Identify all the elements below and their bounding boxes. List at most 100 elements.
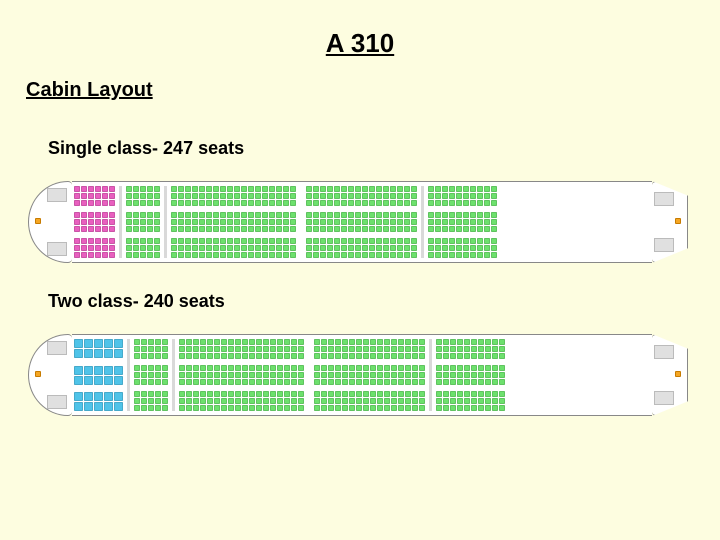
seat bbox=[376, 212, 382, 218]
seat bbox=[356, 339, 362, 345]
seat bbox=[141, 379, 147, 385]
seat bbox=[248, 219, 254, 225]
seat bbox=[242, 339, 248, 345]
seat bbox=[450, 346, 456, 352]
seat bbox=[255, 226, 261, 232]
seat bbox=[362, 226, 368, 232]
seat bbox=[207, 398, 213, 404]
seat bbox=[162, 398, 168, 404]
seat bbox=[263, 379, 269, 385]
seat bbox=[491, 193, 497, 199]
seat-column bbox=[84, 339, 93, 411]
seat bbox=[214, 398, 220, 404]
seat bbox=[284, 339, 290, 345]
seat-column bbox=[436, 339, 442, 411]
seat-column bbox=[464, 339, 470, 411]
seat-column bbox=[95, 186, 101, 258]
seat bbox=[291, 379, 297, 385]
seat bbox=[126, 219, 132, 225]
seat bbox=[477, 245, 483, 251]
seat bbox=[102, 212, 108, 218]
seat-column bbox=[242, 339, 248, 411]
seat bbox=[419, 405, 425, 411]
seat bbox=[102, 226, 108, 232]
seat bbox=[314, 391, 320, 397]
seat bbox=[492, 391, 498, 397]
seat bbox=[220, 200, 226, 206]
seat bbox=[74, 252, 80, 258]
seat bbox=[362, 212, 368, 218]
seat bbox=[398, 398, 404, 404]
seat bbox=[262, 186, 268, 192]
seat-column bbox=[397, 186, 403, 258]
seat bbox=[186, 346, 192, 352]
seat bbox=[171, 245, 177, 251]
seat bbox=[200, 339, 206, 345]
seat bbox=[126, 238, 132, 244]
seat bbox=[199, 200, 205, 206]
seat bbox=[398, 346, 404, 352]
seat bbox=[335, 405, 341, 411]
seat bbox=[162, 379, 168, 385]
seat bbox=[349, 353, 355, 359]
seat bbox=[277, 346, 283, 352]
seat bbox=[405, 391, 411, 397]
seat bbox=[178, 238, 184, 244]
seat bbox=[263, 353, 269, 359]
seat bbox=[457, 372, 463, 378]
seat bbox=[242, 398, 248, 404]
seat bbox=[227, 226, 233, 232]
seat bbox=[327, 238, 333, 244]
seat bbox=[384, 405, 390, 411]
seat bbox=[276, 252, 282, 258]
seat bbox=[200, 405, 206, 411]
seat-column bbox=[320, 186, 326, 258]
seat bbox=[154, 226, 160, 232]
seat bbox=[428, 219, 434, 225]
seat bbox=[327, 245, 333, 251]
seat bbox=[178, 186, 184, 192]
seat bbox=[88, 212, 94, 218]
seat bbox=[341, 245, 347, 251]
seat bbox=[179, 372, 185, 378]
seat-column bbox=[376, 186, 382, 258]
seat bbox=[95, 212, 101, 218]
seat-column bbox=[94, 339, 103, 411]
seat bbox=[412, 405, 418, 411]
seat bbox=[220, 226, 226, 232]
seat bbox=[348, 245, 354, 251]
seat bbox=[74, 366, 83, 375]
seat bbox=[463, 238, 469, 244]
seat bbox=[214, 365, 220, 371]
seat-section bbox=[171, 186, 296, 258]
seat bbox=[499, 405, 505, 411]
seat bbox=[342, 365, 348, 371]
seat bbox=[412, 339, 418, 345]
seat bbox=[405, 339, 411, 345]
seat bbox=[235, 398, 241, 404]
seat-column bbox=[463, 186, 469, 258]
seat bbox=[141, 391, 147, 397]
seat bbox=[342, 379, 348, 385]
seat bbox=[256, 339, 262, 345]
seat bbox=[154, 238, 160, 244]
seat bbox=[306, 186, 312, 192]
seat bbox=[81, 186, 87, 192]
seat bbox=[74, 238, 80, 244]
seat bbox=[404, 212, 410, 218]
seat bbox=[114, 366, 123, 375]
seat bbox=[456, 238, 462, 244]
seat bbox=[362, 245, 368, 251]
seat bbox=[74, 193, 80, 199]
aircraft-nose bbox=[28, 181, 72, 263]
seat bbox=[283, 200, 289, 206]
seat bbox=[478, 346, 484, 352]
seat bbox=[185, 200, 191, 206]
seat bbox=[327, 200, 333, 206]
seat bbox=[485, 365, 491, 371]
aircraft-tail bbox=[652, 334, 688, 416]
seat bbox=[391, 372, 397, 378]
seat bbox=[411, 252, 417, 258]
seat bbox=[284, 365, 290, 371]
seat-column bbox=[355, 186, 361, 258]
